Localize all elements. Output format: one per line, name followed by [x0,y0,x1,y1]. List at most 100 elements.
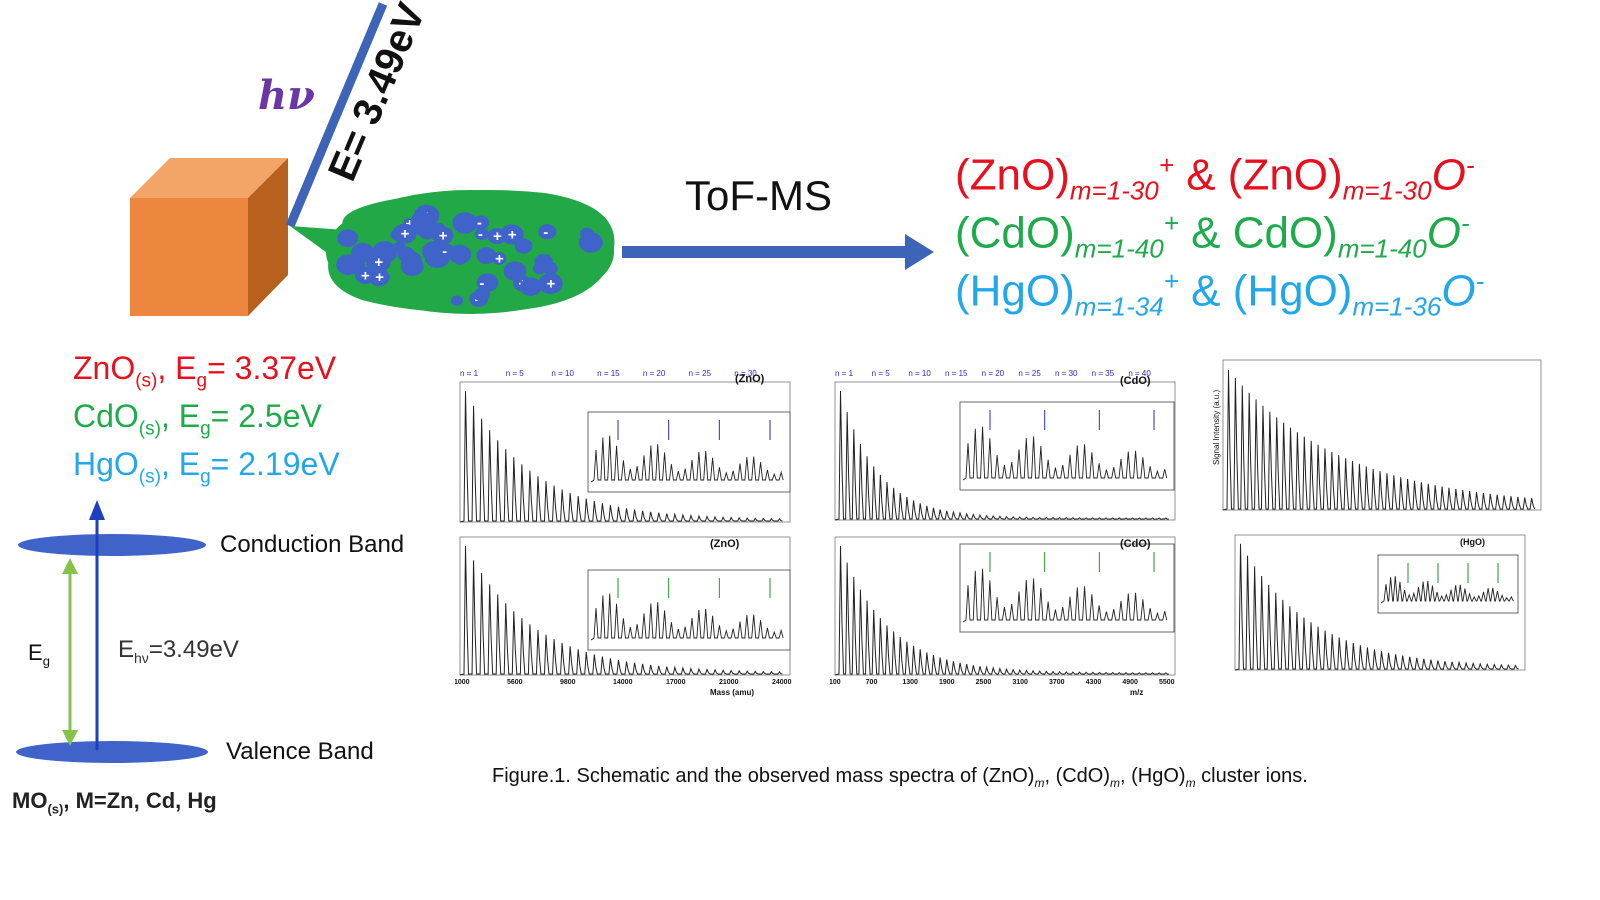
cdo-xlabel: m/z [1130,688,1143,697]
spectrum-frame [834,536,1176,676]
axis-tick-label: 1300 [902,679,918,686]
charge-sign: + [375,269,384,286]
ion-particle [519,277,542,296]
charge-sign: + [493,228,502,245]
peak-label: n = 5 [506,369,525,378]
product-ion-cdo: (CdO)m=1-40+ & CdO)m=1-40O- [955,208,1470,264]
spectra-cdo: n = 1 n = 5 n = 10 n = 15 n = 20 n = 25 n = 30… [830,362,1180,702]
inset-trace [962,426,1168,481]
ion-particles: +++--+++++++--+-+-+++- [336,204,603,308]
valence-band-label: Valence Band [226,738,374,765]
photon-energy-label: Ehν=3.49eV [118,636,239,666]
peak-label: n = 15 [945,369,968,378]
hgo-ylabel: Signal Intensity (a.u.) [1212,390,1221,465]
valence-band-shape [16,741,208,763]
axis-tick-label: 5500 [1159,679,1175,686]
charge-sign: + [401,226,410,243]
axis-tick-label: 17000 [666,679,686,686]
band-gap-cdo: CdO(s), Eg= 2.5eV [73,398,322,440]
band-diagram [16,500,208,763]
ion-particle [578,232,603,253]
spectrum-inset [1377,554,1519,614]
ion-particle [500,224,524,245]
charge-sign: - [442,243,447,260]
ion-particle [392,223,417,244]
band-gap-zno: ZnO(s), Eg= 3.37eV [73,350,337,392]
axis-tick-label: 3700 [1049,679,1065,686]
ion-particle [452,212,478,234]
axis-tick-label: 4300 [1086,679,1102,686]
peak-label: n = 25 [1018,369,1041,378]
charge-sign: + [361,268,370,285]
ion-particle [538,224,557,240]
peak-label: n = 1 [460,369,479,378]
ion-particle [337,229,359,247]
peak-label: n = 1 [835,369,854,378]
spectrum-frame [1234,534,1526,671]
spectra-hgo: Signal Intensity (a.u.) (HgO) [1205,355,1545,700]
material-label: MO(s), M=Zn, Cd, Hg [12,788,217,817]
peak-label: n = 30 [734,369,757,378]
spectrum-trace [1234,543,1519,671]
axis-tick-label: 4900 [1122,679,1138,686]
axis-tick-label: 2500 [976,679,992,686]
ion-particle [473,287,490,302]
excitation-arrowhead [89,500,105,520]
axis-tick-label: 14000 [613,679,633,686]
ion-particle [476,247,496,264]
ion-particle [538,273,563,294]
zno-anion-title: (ZnO) [710,538,740,550]
ion-particle [534,253,553,270]
conduction-band-shape [18,534,206,556]
spectrum-trace [1222,369,1536,511]
axis-tick-label: 100 [830,679,841,686]
inset-trace [1380,576,1514,604]
axis-tick-label: 1900 [939,679,955,686]
band-gap-arrowhead-bottom [62,730,78,746]
band-gap-list: ZnO(s), Eg= 3.37eV CdO(s), Eg= 2.5eV HgO… [73,352,340,496]
ion-particle [355,267,375,285]
peak-label: n = 10 [551,369,574,378]
peak-label: n = 25 [689,369,712,378]
charge-sign: - [478,226,483,243]
spectrum-trace [834,391,1169,521]
ion-particle [412,216,436,236]
zno-cation-title: (ZnO) [735,373,765,385]
ion-particle [432,226,454,245]
product-ion-hgo: (HgO)m=1-34+ & (HgO)m=1-36O- [955,266,1485,322]
solid-target-cube [130,158,288,316]
ion-particle [503,261,527,281]
axis-tick-label: 9800 [560,679,576,686]
axis-tick-label: 21000 [719,679,739,686]
axis-tick-label: 24000 [772,679,792,686]
ion-particle [453,253,467,265]
ion-particle [437,243,455,259]
peak-label: n = 20 [982,369,1005,378]
spectrum-inset [587,569,791,651]
charge-sign: - [543,224,548,241]
product-ions-list: (ZnO)m=1-30+ & (ZnO)m=1-30O- (CdO)m=1-40… [955,152,1484,326]
cdo-cation-title: (CdO) [1120,375,1151,387]
inset-trace [590,435,784,483]
cdo-anion-title: (CdO) [1120,538,1151,550]
spectrum-trace [834,546,1169,676]
cube-side-face [248,158,288,316]
charge-sign: + [405,215,414,232]
peak-label: n = 20 [643,369,666,378]
axis-tick-label: 1000 [455,679,470,686]
charge-sign: + [547,276,556,293]
tof-ms-arrow [622,234,934,270]
product-ion-zno: (ZnO)m=1-30+ & (ZnO)m=1-30O- [955,150,1475,206]
spectra-zno: n = 1 n = 5 n = 10 n = 15 n = 20 n = 25 n = 30… [455,362,795,702]
peak-label: n = 15 [597,369,620,378]
tof-ms-label: ToF-MS [685,172,832,219]
photon-label: hν [258,72,315,119]
ion-particle [397,246,416,262]
spectrum-trace [459,391,783,523]
peak-label: n = 35 [1092,369,1115,378]
charge-sign: + [495,251,504,268]
ion-particle [366,251,391,273]
axis-tick-label: 5600 [507,679,523,686]
laser-beam-line [285,2,388,228]
